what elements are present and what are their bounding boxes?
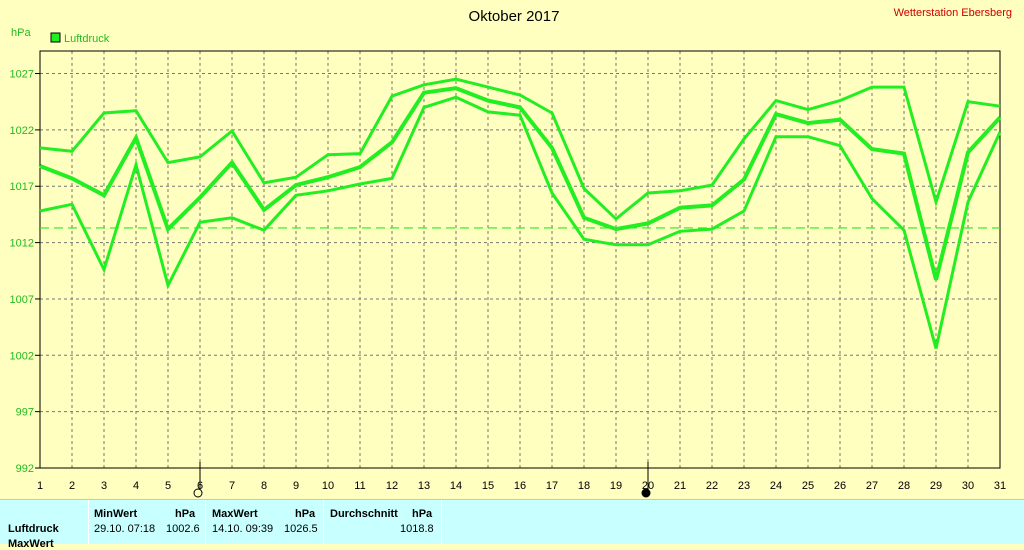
x-tick-label: 12 xyxy=(386,480,398,492)
x-tick-label: 8 xyxy=(261,480,267,492)
plot-frame xyxy=(39,50,1001,469)
moon-markers xyxy=(193,462,651,498)
series xyxy=(39,77,1002,349)
stats-row-label-2: MaxWert xyxy=(8,538,54,550)
x-tick-label: 30 xyxy=(962,480,974,492)
x-tick-label: 25 xyxy=(802,480,814,492)
min-datetime: 29.10. 07:18 xyxy=(94,523,156,535)
axes: 1234567891011121314151617181920212223242… xyxy=(10,50,1006,492)
grid xyxy=(40,51,1000,469)
x-tick-label: 15 xyxy=(482,480,494,492)
stats-divider xyxy=(441,500,442,544)
x-tick-label: 21 xyxy=(674,480,686,492)
x-tick-label: 14 xyxy=(450,480,462,492)
station-name: Wetterstation Ebersberg xyxy=(894,7,1012,19)
x-tick-label: 22 xyxy=(706,480,718,492)
y-axis-unit: hPa xyxy=(11,27,31,39)
new-moon-icon xyxy=(641,488,651,498)
x-tick-label: 16 xyxy=(514,480,526,492)
stats-divider xyxy=(323,500,324,544)
y-tick-label: 1007 xyxy=(10,294,34,306)
y-tick-label: 1022 xyxy=(10,125,34,137)
max-unit: hPa xyxy=(295,508,316,520)
x-tick-label: 29 xyxy=(930,480,942,492)
min-unit: hPa xyxy=(175,508,196,520)
avg-value: 1018.8 xyxy=(400,523,434,535)
stats-row-label: Luftdruck xyxy=(8,523,59,535)
legend-label: Luftdruck xyxy=(64,33,110,45)
y-tick-label: 992 xyxy=(16,463,34,475)
stats-panel: Luftdruck MaxWert MinWert hPa 29.10. 07:… xyxy=(0,499,1024,550)
x-tick-label: 31 xyxy=(994,480,1006,492)
max-header: MaxWert xyxy=(212,508,258,520)
x-tick-label: 18 xyxy=(578,480,590,492)
y-tick-label: 1017 xyxy=(10,181,34,193)
y-tick-label: 1002 xyxy=(10,350,34,362)
y-tick-label: 1012 xyxy=(10,238,34,250)
chart-title: Oktober 2017 xyxy=(469,8,560,25)
stats-divider xyxy=(205,500,206,544)
min-value: 1002.6 xyxy=(166,523,200,535)
series-line-max xyxy=(39,77,1001,221)
y-tick-label: 997 xyxy=(16,407,34,419)
x-tick-label: 28 xyxy=(898,480,910,492)
x-tick-label: 5 xyxy=(165,480,171,492)
x-tick-label: 17 xyxy=(546,480,558,492)
series-line-mean xyxy=(39,86,1002,281)
x-tick-label: 27 xyxy=(866,480,878,492)
y-tick-label: 1027 xyxy=(10,69,34,81)
x-tick-label: 9 xyxy=(293,480,299,492)
x-tick-label: 4 xyxy=(133,480,139,492)
x-tick-label: 24 xyxy=(770,480,782,492)
x-tick-label: 13 xyxy=(418,480,430,492)
chart: Oktober 2017 Wetterstation Ebersberg hPa… xyxy=(10,7,1012,498)
x-tick-label: 7 xyxy=(229,480,235,492)
max-value: 1026.5 xyxy=(284,523,318,535)
legend-swatch xyxy=(50,32,61,43)
x-tick-label: 2 xyxy=(69,480,75,492)
avg-header: Durchschnitt xyxy=(330,508,398,520)
x-tick-label: 11 xyxy=(354,480,365,492)
stats-divider xyxy=(88,500,89,544)
avg-unit: hPa xyxy=(412,508,433,520)
x-tick-label: 1 xyxy=(37,480,43,492)
x-tick-label: 10 xyxy=(322,480,334,492)
x-tick-label: 26 xyxy=(834,480,846,492)
max-datetime: 14.10. 09:39 xyxy=(212,523,274,535)
min-header: MinWert xyxy=(94,508,138,520)
series-line-min xyxy=(39,95,1002,349)
x-tick-label: 23 xyxy=(738,480,750,492)
x-tick-label: 19 xyxy=(610,480,622,492)
full-moon-icon xyxy=(193,488,203,498)
x-tick-label: 3 xyxy=(101,480,107,492)
